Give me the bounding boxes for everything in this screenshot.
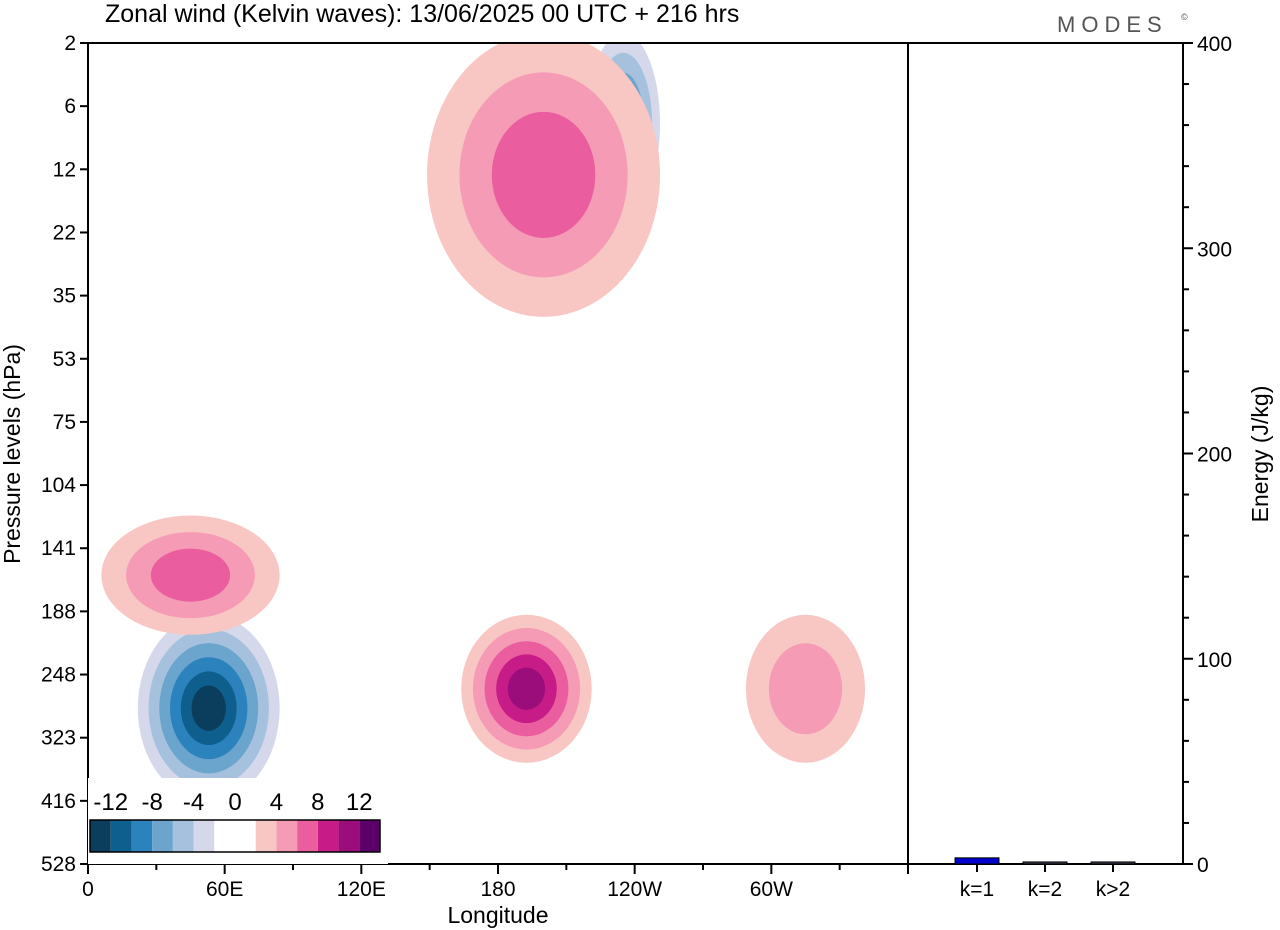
modes-logo: MODES <box>1057 12 1168 37</box>
y-tick-label: 528 <box>41 853 76 876</box>
colorbar-label: 8 <box>311 789 324 816</box>
contour-level <box>150 548 231 602</box>
wind-feature-positive <box>745 614 866 763</box>
wavenumber-label: k=2 <box>1028 878 1062 901</box>
colorbar-label: 0 <box>228 789 241 816</box>
energy-bar-k=2 <box>1022 861 1068 865</box>
x-tick-label: 120W <box>607 878 662 901</box>
y-tick-label: 6 <box>64 95 76 118</box>
colorbar-swatch <box>255 820 277 852</box>
colorbar-label: 12 <box>346 789 373 816</box>
colorbar-swatch <box>90 820 111 852</box>
y-axis-title: Pressure levels (hPa) <box>0 344 25 564</box>
chart-title: Zonal wind (Kelvin waves): 13/06/2025 00… <box>105 0 739 28</box>
energy-panel-frame <box>907 42 1184 865</box>
y-tick-label: 75 <box>53 411 76 434</box>
energy-tick-label: 300 <box>1197 238 1232 261</box>
colorbar-label: -12 <box>93 789 128 816</box>
colorbar-swatch <box>338 820 360 852</box>
wind-feature-negative <box>137 614 280 802</box>
colorbar-frame <box>89 819 381 853</box>
contour-level <box>191 685 226 731</box>
colorbar-label: -4 <box>183 789 204 816</box>
x-axis-title: Longitude <box>447 902 548 928</box>
energy-tick-label: 100 <box>1197 649 1232 672</box>
colorbar-label: 4 <box>270 789 283 816</box>
contour-level <box>491 111 596 238</box>
pressure-axis: 2 6 12 22 35 53 75 104 141 188 248 323 416 528 <box>41 32 88 876</box>
x-tick-label: 60W <box>750 878 793 901</box>
contour-level <box>507 667 546 710</box>
wind-feature-positive <box>101 515 280 635</box>
y-tick-label: 104 <box>41 474 76 497</box>
y-tick-label: 248 <box>41 664 76 687</box>
wavenumber-label: k=1 <box>960 878 994 901</box>
colorbar-swatch <box>235 820 256 852</box>
y-tick-label: 2 <box>64 32 76 55</box>
y-tick-label: 141 <box>41 537 76 560</box>
y-tick-label: 188 <box>41 600 76 623</box>
energy-tick-label: 400 <box>1197 33 1232 56</box>
energy-bar-k>2 <box>1090 861 1136 865</box>
y-tick-label: 53 <box>53 348 76 371</box>
y-tick-label: 12 <box>53 158 76 181</box>
colorbar-swatch <box>193 820 215 852</box>
y-tick-label: 35 <box>53 285 76 308</box>
x-tick-label: 180 <box>480 878 515 901</box>
energy-axis: 0 100 200 300 400 <box>1183 33 1232 877</box>
colorbar-label: -8 <box>141 789 162 816</box>
wind-feature-positive <box>427 43 661 317</box>
energy-bar-panel: 0 100 200 300 400 k=1 k=2 k>2 Energy (J/kg) <box>907 33 1273 901</box>
colorbar-swatch <box>359 820 380 852</box>
colorbar-swatch <box>152 820 173 852</box>
y-tick-label: 323 <box>41 727 76 750</box>
longitude-axis: 0 60E 120E 180 120W 60W <box>82 864 909 901</box>
y-tick-label: 22 <box>53 221 76 244</box>
colorbar-swatch <box>110 820 132 852</box>
energy-bar-k=1 <box>954 857 1000 865</box>
x-tick-label: 0 <box>82 878 94 901</box>
energy-axis-title: Energy (J/kg) <box>1247 386 1273 523</box>
wind-feature-positive <box>461 614 592 763</box>
wavenumber-axis: k=1 k=2 k>2 <box>960 864 1130 901</box>
colorbar-swatch <box>297 820 318 852</box>
colorbar-swatch <box>131 820 153 852</box>
colorbar-swatch <box>172 820 194 852</box>
hovmoller-panel: 2 6 12 22 35 53 75 104 141 188 248 323 416 528 0 60E 12… <box>0 32 909 928</box>
y-tick-label: 416 <box>41 790 76 813</box>
logo-mark: © <box>1181 12 1188 22</box>
wavenumber-label: k>2 <box>1096 878 1130 901</box>
energy-tick-label: 0 <box>1197 854 1209 877</box>
colorbar-swatch <box>214 820 235 852</box>
wind-contour-field <box>101 43 866 802</box>
x-tick-label: 120E <box>337 878 386 901</box>
colorbar-swatch <box>276 820 298 852</box>
x-tick-label: 60E <box>206 878 243 901</box>
contour-level <box>768 643 843 735</box>
colorbar-swatch <box>317 820 339 852</box>
energy-tick-label: 200 <box>1197 444 1232 467</box>
colorbar: -12 -8 -4 0 4 8 12 <box>88 778 388 864</box>
